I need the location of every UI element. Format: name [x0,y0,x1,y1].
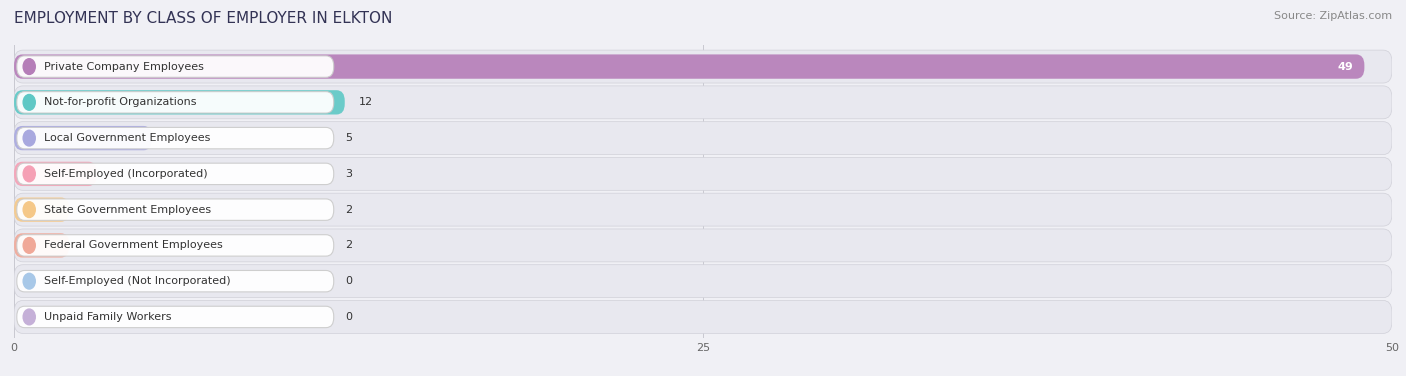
Text: Unpaid Family Workers: Unpaid Family Workers [45,312,172,322]
FancyBboxPatch shape [14,158,1392,190]
FancyBboxPatch shape [17,163,333,185]
FancyBboxPatch shape [14,50,1392,83]
FancyBboxPatch shape [14,300,1392,334]
Circle shape [22,273,35,289]
FancyBboxPatch shape [17,92,333,113]
Circle shape [22,130,35,146]
FancyBboxPatch shape [14,55,1364,79]
FancyBboxPatch shape [14,233,69,258]
Circle shape [22,166,35,182]
Text: 3: 3 [344,169,352,179]
Text: State Government Employees: State Government Employees [45,205,211,215]
Text: 2: 2 [344,240,352,250]
Circle shape [22,309,35,325]
FancyBboxPatch shape [14,162,97,186]
FancyBboxPatch shape [14,193,1392,226]
Text: Self-Employed (Not Incorporated): Self-Employed (Not Incorporated) [45,276,231,286]
Circle shape [22,94,35,110]
Circle shape [22,238,35,253]
Text: 12: 12 [359,97,373,107]
Circle shape [22,59,35,74]
Text: 2: 2 [344,205,352,215]
Text: Private Company Employees: Private Company Employees [45,62,204,71]
Circle shape [22,202,35,217]
Text: 0: 0 [344,312,352,322]
FancyBboxPatch shape [14,229,1392,262]
FancyBboxPatch shape [14,197,69,222]
Text: 49: 49 [1337,62,1354,71]
FancyBboxPatch shape [17,199,333,220]
Text: Not-for-profit Organizations: Not-for-profit Organizations [45,97,197,107]
FancyBboxPatch shape [14,265,1392,298]
Text: EMPLOYMENT BY CLASS OF EMPLOYER IN ELKTON: EMPLOYMENT BY CLASS OF EMPLOYER IN ELKTO… [14,11,392,26]
Text: Local Government Employees: Local Government Employees [45,133,211,143]
FancyBboxPatch shape [14,122,1392,155]
FancyBboxPatch shape [14,86,1392,119]
FancyBboxPatch shape [14,90,344,115]
FancyBboxPatch shape [17,306,333,327]
Text: Federal Government Employees: Federal Government Employees [45,240,224,250]
FancyBboxPatch shape [17,270,333,292]
Text: 0: 0 [344,276,352,286]
Text: 5: 5 [344,133,352,143]
FancyBboxPatch shape [14,126,152,150]
FancyBboxPatch shape [17,127,333,149]
Text: Source: ZipAtlas.com: Source: ZipAtlas.com [1274,11,1392,21]
FancyBboxPatch shape [17,56,333,77]
Text: Self-Employed (Incorporated): Self-Employed (Incorporated) [45,169,208,179]
FancyBboxPatch shape [17,235,333,256]
